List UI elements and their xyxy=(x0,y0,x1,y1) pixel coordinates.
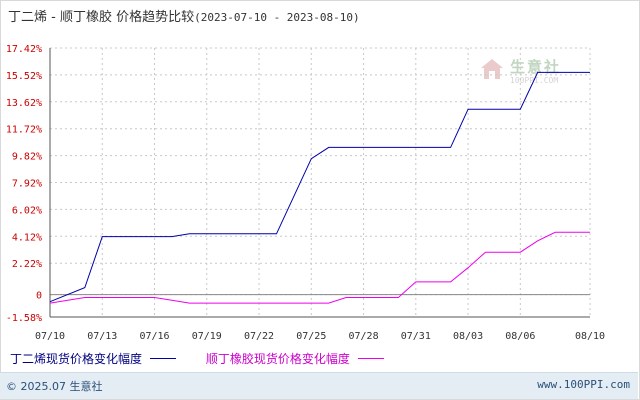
y-tick-label-5: 7.92% xyxy=(12,179,42,190)
series-lines xyxy=(49,71,590,304)
x-tick-label-0: 07/10 xyxy=(35,331,65,342)
y-tick-label-1: 15.52% xyxy=(6,71,42,82)
y-tick-label-7: 4.12% xyxy=(12,232,42,243)
axes xyxy=(49,48,590,318)
y-tick-label-10: -1.58% xyxy=(6,313,42,324)
x-tick-label-7: 07/31 xyxy=(401,331,431,342)
series-line-2 xyxy=(49,231,590,304)
x-tick-label-4: 07/22 xyxy=(244,331,274,342)
x-axis-tick-labels: 07/10 07/13 07/16 07/19 07/22 07/25 07/28 07/31… xyxy=(35,331,605,342)
x-tick-label-10: 08/10 xyxy=(575,331,605,342)
legend-item-series-1: 丁二烯现货价格变化幅度 xyxy=(10,350,177,367)
legend-label-series-2: 顺丁橡胶现货价格变化幅度 xyxy=(205,352,350,366)
series-line-1 xyxy=(49,71,590,303)
y-tick-label-2: 13.62% xyxy=(6,98,42,109)
line-chart: 17.42% 15.52% 13.62% 11.72% 9.82% 7.92% 6.02% 4… xyxy=(6,44,605,342)
y-tick-label-8: 2.22% xyxy=(12,259,42,270)
x-tick-label-3: 07/19 xyxy=(192,331,222,342)
chart-title-main: 丁二烯 - 顺丁橡胶 价格趋势比较 xyxy=(8,10,195,25)
x-tick-label-8: 08/03 xyxy=(453,331,483,342)
chart-title-range: (2023-07-10 - 2023-08-10) xyxy=(194,11,360,24)
y-tick-label-6: 6.02% xyxy=(12,205,42,216)
footer-site-link[interactable]: www.100PPI.com xyxy=(537,378,630,391)
y-tick-label-0: 17.42% xyxy=(6,44,42,55)
y-tick-label-9: 0 xyxy=(36,291,42,302)
legend-swatch-series-1 xyxy=(150,358,177,359)
x-tick-label-1: 07/13 xyxy=(87,331,117,342)
watermark-cn: 生意社 xyxy=(510,58,562,76)
y-tick-label-4: 9.82% xyxy=(12,152,42,163)
x-tick-label-9: 08/06 xyxy=(505,331,535,342)
chart-title: 丁二烯 - 顺丁橡胶 价格趋势比较(2023-07-10 - 2023-08-1… xyxy=(8,6,360,25)
footer-copyright: © 2025.07 生意社 xyxy=(6,380,103,393)
legend-item-series-2: 顺丁橡胶现货价格变化幅度 xyxy=(206,350,384,367)
x-tick-label-6: 07/28 xyxy=(348,331,378,342)
x-tick-label-5: 07/25 xyxy=(296,331,326,342)
x-tick-label-2: 07/16 xyxy=(139,331,169,342)
y-tick-label-3: 11.72% xyxy=(6,125,42,136)
footer-bar: © 2025.07 生意社 www.100PPI.com xyxy=(0,372,638,399)
legend: 丁二烯现货价格变化幅度 顺丁橡胶现货价格变化幅度 xyxy=(10,350,410,367)
legend-label-series-1: 丁二烯现货价格变化幅度 xyxy=(10,352,143,366)
y-axis-tick-labels: 17.42% 15.52% 13.62% 11.72% 9.82% 7.92% 6.02% 4… xyxy=(6,44,42,324)
legend-swatch-series-2 xyxy=(357,358,384,359)
grid xyxy=(49,47,591,318)
